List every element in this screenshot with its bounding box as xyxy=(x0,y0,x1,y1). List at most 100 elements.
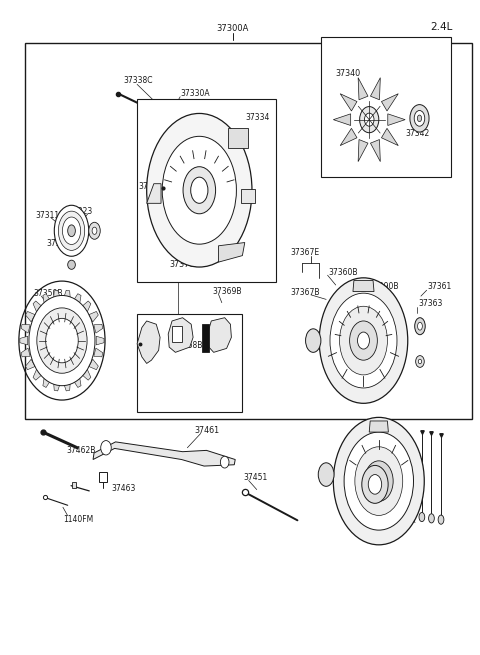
Text: 37463: 37463 xyxy=(112,485,136,493)
Text: 37390B: 37390B xyxy=(370,282,399,291)
Ellipse shape xyxy=(183,167,216,214)
Ellipse shape xyxy=(358,332,370,349)
Polygon shape xyxy=(63,381,71,391)
FancyBboxPatch shape xyxy=(24,43,472,419)
Text: 37340: 37340 xyxy=(336,69,361,79)
Polygon shape xyxy=(73,376,81,388)
Polygon shape xyxy=(43,293,51,305)
Text: 37451: 37451 xyxy=(243,473,268,481)
Text: 37367B: 37367B xyxy=(291,288,320,297)
Ellipse shape xyxy=(162,136,237,244)
FancyBboxPatch shape xyxy=(72,481,76,488)
FancyBboxPatch shape xyxy=(137,314,242,413)
Text: 1351JA: 1351JA xyxy=(360,517,387,525)
Ellipse shape xyxy=(416,356,424,367)
Polygon shape xyxy=(382,128,398,145)
Polygon shape xyxy=(340,128,357,145)
Ellipse shape xyxy=(46,318,78,363)
FancyBboxPatch shape xyxy=(99,472,107,482)
Polygon shape xyxy=(137,321,160,364)
Polygon shape xyxy=(53,381,60,391)
Ellipse shape xyxy=(362,466,388,503)
Polygon shape xyxy=(73,293,81,305)
Ellipse shape xyxy=(438,515,444,524)
Polygon shape xyxy=(371,78,380,100)
Text: 37370B: 37370B xyxy=(169,259,200,269)
Polygon shape xyxy=(82,301,91,312)
Polygon shape xyxy=(218,242,245,262)
Text: 1310TA: 1310TA xyxy=(387,517,415,525)
Ellipse shape xyxy=(318,463,334,486)
Ellipse shape xyxy=(372,472,386,491)
Text: 2.4L: 2.4L xyxy=(431,22,453,32)
FancyBboxPatch shape xyxy=(137,99,276,282)
Polygon shape xyxy=(96,336,104,345)
Text: 37342: 37342 xyxy=(405,129,430,138)
Polygon shape xyxy=(21,324,30,333)
Ellipse shape xyxy=(191,177,208,203)
Ellipse shape xyxy=(349,321,377,360)
Ellipse shape xyxy=(68,225,75,236)
FancyBboxPatch shape xyxy=(228,128,248,148)
Ellipse shape xyxy=(59,211,84,250)
Text: 37311E: 37311E xyxy=(36,210,64,219)
Ellipse shape xyxy=(417,115,421,122)
Polygon shape xyxy=(21,348,30,357)
Polygon shape xyxy=(340,94,357,111)
FancyBboxPatch shape xyxy=(322,37,451,177)
Text: 37360B: 37360B xyxy=(328,268,358,277)
Ellipse shape xyxy=(147,113,252,267)
Ellipse shape xyxy=(418,359,421,364)
Polygon shape xyxy=(93,442,235,466)
Text: 37363: 37363 xyxy=(418,299,443,309)
Text: 37300A: 37300A xyxy=(216,24,249,33)
Ellipse shape xyxy=(364,461,393,501)
Ellipse shape xyxy=(355,447,403,515)
Ellipse shape xyxy=(410,105,429,132)
Polygon shape xyxy=(25,359,35,369)
Text: 37338C: 37338C xyxy=(123,76,153,85)
Ellipse shape xyxy=(368,475,382,494)
Text: 1360JD: 1360JD xyxy=(368,529,396,538)
Polygon shape xyxy=(20,336,28,345)
Ellipse shape xyxy=(418,322,422,330)
Polygon shape xyxy=(168,318,193,352)
Polygon shape xyxy=(358,140,368,162)
Text: 37369B: 37369B xyxy=(213,287,242,296)
Polygon shape xyxy=(371,140,380,162)
Ellipse shape xyxy=(360,107,379,133)
Text: 37361: 37361 xyxy=(428,282,452,291)
Text: 37461: 37461 xyxy=(194,426,220,436)
Polygon shape xyxy=(25,311,35,322)
Polygon shape xyxy=(382,94,398,111)
Text: 37332: 37332 xyxy=(138,183,162,191)
Ellipse shape xyxy=(306,329,321,352)
Text: 37368B: 37368B xyxy=(174,341,203,350)
Polygon shape xyxy=(369,421,388,432)
Ellipse shape xyxy=(37,308,87,373)
Ellipse shape xyxy=(54,205,89,256)
Ellipse shape xyxy=(415,318,425,335)
FancyBboxPatch shape xyxy=(202,324,209,352)
Polygon shape xyxy=(94,348,103,357)
Ellipse shape xyxy=(330,293,397,388)
Ellipse shape xyxy=(29,295,95,386)
Polygon shape xyxy=(33,369,42,380)
Polygon shape xyxy=(207,318,231,352)
Polygon shape xyxy=(147,183,161,203)
Ellipse shape xyxy=(419,512,425,521)
Ellipse shape xyxy=(319,278,408,403)
Polygon shape xyxy=(333,114,351,126)
Ellipse shape xyxy=(92,227,97,234)
Ellipse shape xyxy=(62,217,81,244)
Polygon shape xyxy=(33,301,42,312)
Polygon shape xyxy=(388,114,405,126)
FancyBboxPatch shape xyxy=(241,189,255,203)
Text: 37350B: 37350B xyxy=(33,289,63,298)
Polygon shape xyxy=(82,369,91,380)
Text: 37330A: 37330A xyxy=(180,89,210,98)
Text: 37462B: 37462B xyxy=(67,446,96,455)
Text: 37321B: 37321B xyxy=(47,239,76,248)
Ellipse shape xyxy=(101,441,111,455)
Polygon shape xyxy=(89,359,98,369)
